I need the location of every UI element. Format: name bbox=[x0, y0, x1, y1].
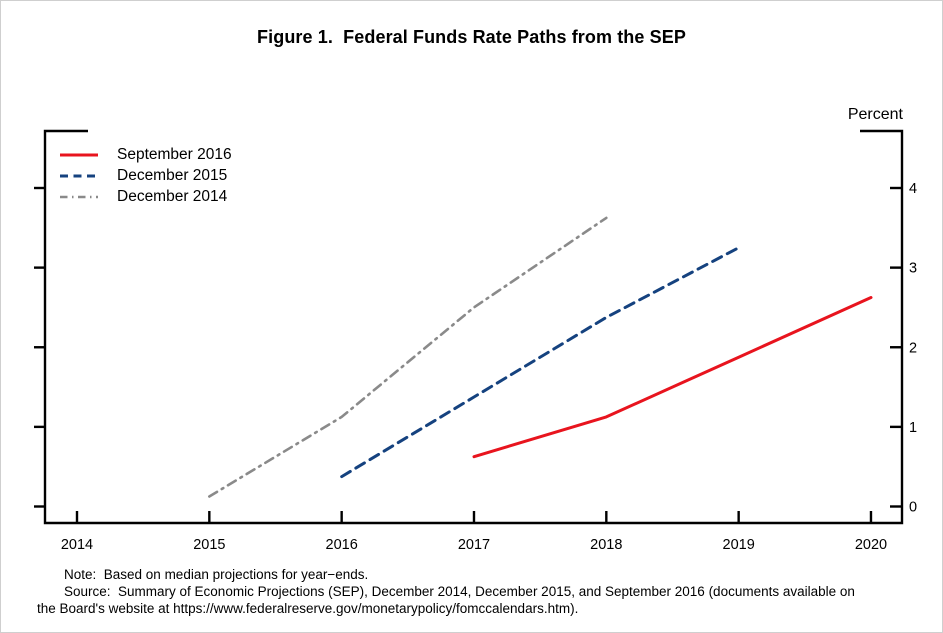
y-axis-tick-label: 3 bbox=[909, 261, 917, 277]
source-text: Source: Summary of Economic Projections … bbox=[37, 584, 855, 616]
legend-item-december-2015: December 2015 bbox=[58, 165, 232, 186]
legend-label: September 2016 bbox=[117, 145, 232, 163]
x-axis-tick-label: 2017 bbox=[458, 537, 490, 553]
figure-notes: Note: Based on median projections for ye… bbox=[37, 566, 877, 617]
x-axis-tick-label: 2019 bbox=[723, 537, 755, 553]
chart-legend: September 2016 December 2015 December 20… bbox=[58, 144, 232, 207]
x-axis-tick-label: 2016 bbox=[326, 537, 358, 553]
note-text: Note: Based on median projections for ye… bbox=[64, 567, 369, 582]
x-axis-tick-label: 2015 bbox=[193, 537, 225, 553]
y-axis-tick-label: 0 bbox=[909, 500, 917, 516]
y-axis-tick-label: 4 bbox=[909, 181, 917, 197]
series-line-december-2014 bbox=[208, 216, 608, 498]
legend-label: December 2015 bbox=[117, 166, 228, 184]
x-axis-tick-label: 2020 bbox=[855, 537, 887, 553]
x-axis-tick-label: 2018 bbox=[590, 537, 622, 553]
series-line-december-2015 bbox=[340, 246, 741, 479]
x-axis-tick-label: 2014 bbox=[61, 537, 93, 553]
legend-item-december-2014: December 2014 bbox=[58, 186, 232, 207]
y-axis-tick-label: 2 bbox=[909, 340, 917, 356]
series-line-september-2016 bbox=[472, 296, 873, 459]
figure-title: Figure 1. Federal Funds Rate Paths from … bbox=[257, 27, 686, 47]
legend-dashdot-line-icon bbox=[60, 195, 98, 198]
legend-solid-line-icon bbox=[60, 153, 98, 156]
y-axis-tick-label: 1 bbox=[909, 420, 917, 436]
legend-dashed-line-icon bbox=[60, 174, 98, 177]
y-axis-unit-label: Percent bbox=[847, 106, 903, 123]
legend-label: December 2014 bbox=[117, 187, 228, 205]
legend-item-september-2016: September 2016 bbox=[58, 144, 232, 165]
